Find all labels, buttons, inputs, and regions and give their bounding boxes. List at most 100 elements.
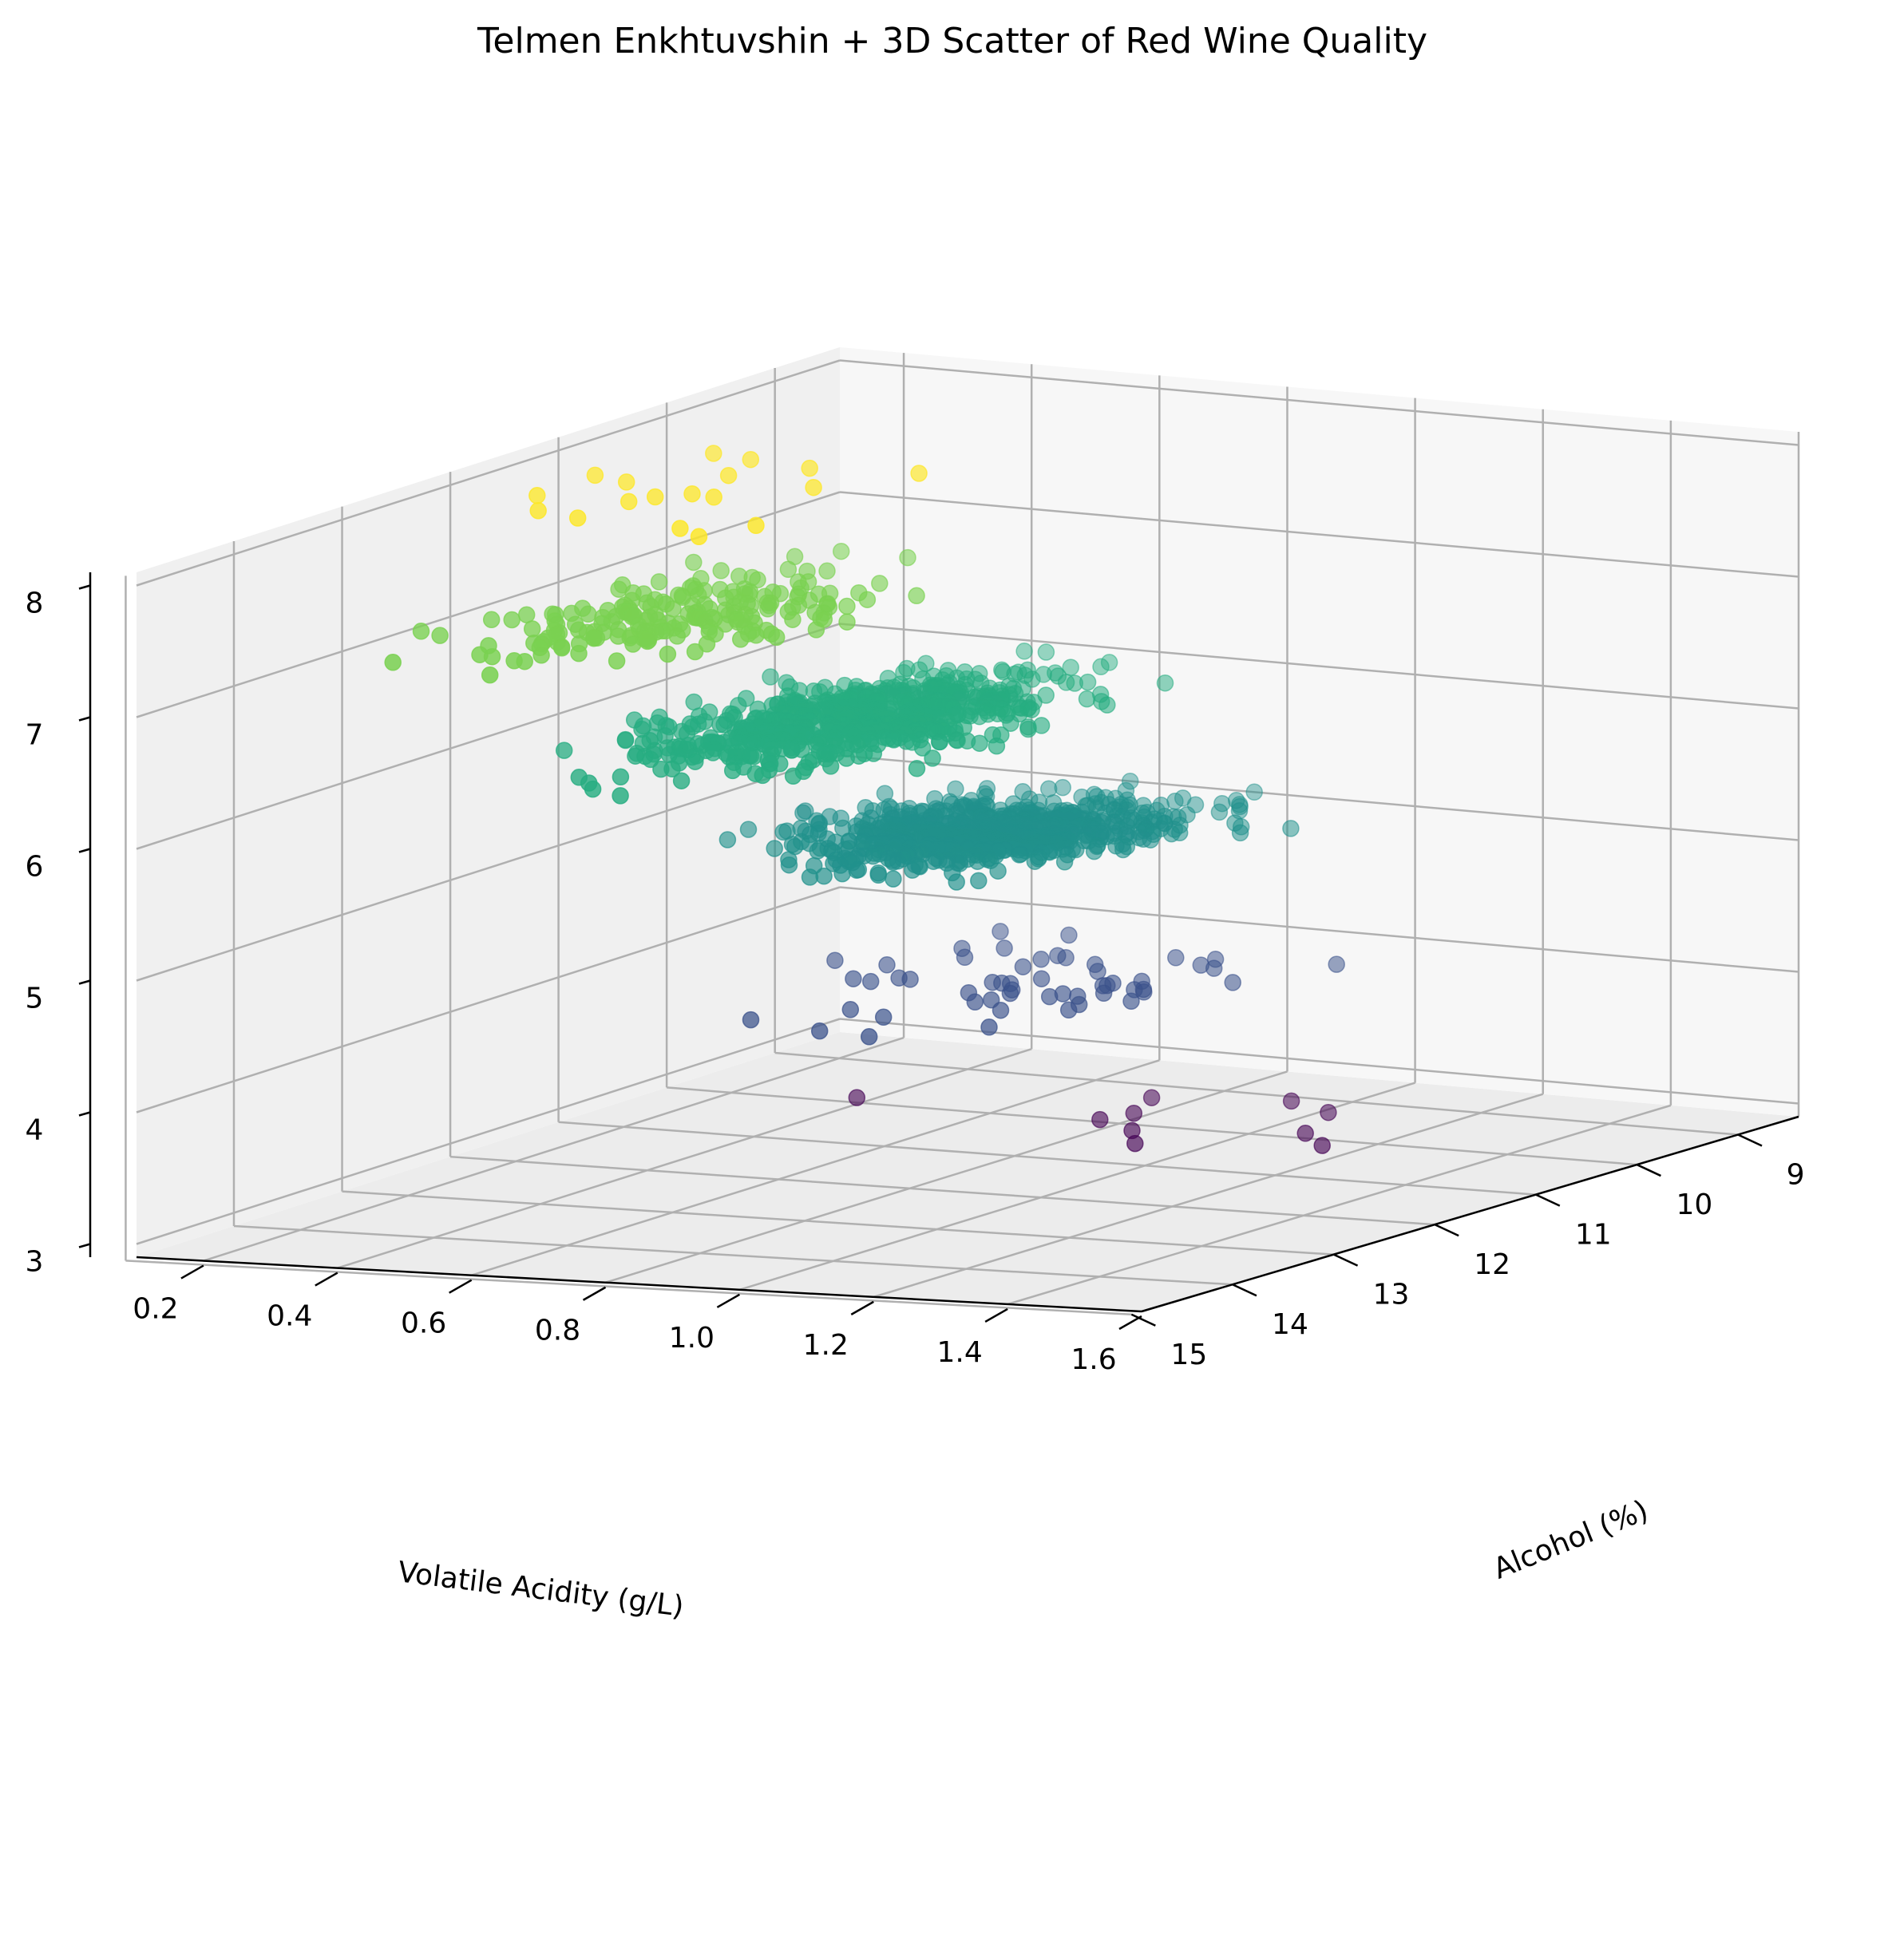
data-point — [711, 715, 729, 734]
data-point — [904, 861, 921, 879]
data-point — [841, 1001, 860, 1019]
data-point — [739, 821, 758, 838]
x-tick-mark — [850, 1300, 874, 1315]
data-point — [1019, 720, 1037, 738]
grid-line — [839, 1018, 1799, 1105]
data-point — [838, 597, 856, 615]
data-point — [821, 757, 840, 775]
grid-line — [839, 491, 1799, 578]
y-tick-label: 13 — [1373, 1279, 1410, 1311]
floor-pane — [137, 1032, 1799, 1311]
data-point — [704, 744, 722, 761]
data-point — [580, 605, 597, 623]
data-point — [1166, 793, 1184, 810]
grid-line — [136, 1018, 841, 1245]
data-point — [989, 862, 1007, 880]
y-tick-label: 11 — [1575, 1219, 1612, 1252]
grid-line — [136, 754, 841, 982]
data-point — [784, 611, 802, 628]
x-tick-label: 0.8 — [535, 1315, 580, 1347]
data-point — [1015, 643, 1033, 660]
z-tick-mark — [78, 848, 91, 853]
data-point — [610, 580, 627, 598]
data-point — [1121, 772, 1139, 790]
data-point — [686, 643, 704, 661]
data-point — [908, 587, 925, 605]
data-point — [860, 1028, 878, 1046]
data-point — [650, 573, 668, 591]
left-pane — [137, 347, 840, 1257]
grid-line — [233, 1224, 1233, 1286]
data-point — [1231, 797, 1249, 816]
axis-panes — [137, 347, 1799, 1311]
x-tick-label: 0.6 — [401, 1307, 446, 1340]
data-point — [612, 768, 630, 786]
data-point — [992, 923, 1009, 940]
data-point — [1205, 959, 1223, 977]
data-point — [1167, 949, 1185, 967]
data-point — [968, 852, 987, 870]
data-points — [384, 445, 1345, 1154]
data-point — [747, 516, 765, 535]
data-point — [996, 939, 1013, 957]
data-point — [878, 956, 896, 974]
data-point — [668, 627, 687, 645]
data-point — [1060, 926, 1078, 944]
data-point — [908, 760, 926, 777]
data-point — [1282, 1092, 1300, 1110]
data-point — [1055, 853, 1074, 871]
data-point — [555, 742, 573, 759]
grid-line — [136, 886, 841, 1113]
data-point — [832, 542, 850, 560]
data-point — [1296, 1125, 1314, 1142]
z-tick-mark — [78, 716, 91, 722]
data-point — [809, 842, 826, 860]
data-point — [754, 766, 771, 785]
data-point — [532, 647, 550, 664]
data-point — [616, 731, 635, 750]
grid-line — [839, 886, 1799, 973]
data-point — [810, 1022, 829, 1040]
data-point — [718, 831, 737, 848]
grid-line — [605, 1070, 1288, 1284]
data-point — [1100, 654, 1118, 671]
data-point — [801, 459, 818, 477]
data-point — [1089, 963, 1106, 980]
data-point — [705, 489, 722, 506]
data-point — [584, 780, 602, 798]
data-point — [483, 647, 501, 666]
data-point — [901, 971, 919, 988]
data-point — [930, 733, 948, 751]
grid-line — [136, 491, 841, 718]
z-tick-label: 8 — [26, 587, 44, 620]
data-point — [1014, 958, 1032, 975]
data-point — [988, 737, 1006, 755]
data-point — [848, 1089, 866, 1106]
y-tick-mark — [1232, 1284, 1257, 1297]
data-point — [1002, 714, 1019, 732]
data-point — [652, 760, 670, 778]
data-point — [1162, 825, 1181, 843]
data-point — [924, 750, 941, 767]
data-point — [966, 993, 984, 1011]
data-point — [837, 750, 856, 767]
data-point — [948, 873, 965, 891]
data-point — [624, 635, 642, 653]
data-point — [568, 509, 587, 527]
y-tick-label: 15 — [1170, 1339, 1207, 1371]
data-point — [779, 560, 798, 579]
x-tick-label: 1.4 — [937, 1336, 983, 1369]
data-point — [984, 973, 1001, 991]
data-point — [807, 621, 825, 639]
data-point — [861, 972, 880, 991]
data-point — [1122, 992, 1140, 1011]
data-point — [690, 528, 708, 546]
data-point — [705, 445, 722, 462]
data-point — [910, 465, 928, 482]
data-point — [758, 600, 777, 618]
data-point — [412, 623, 430, 640]
data-point — [913, 739, 932, 757]
data-point — [767, 628, 786, 647]
data-point — [503, 611, 521, 629]
data-point — [617, 473, 635, 491]
